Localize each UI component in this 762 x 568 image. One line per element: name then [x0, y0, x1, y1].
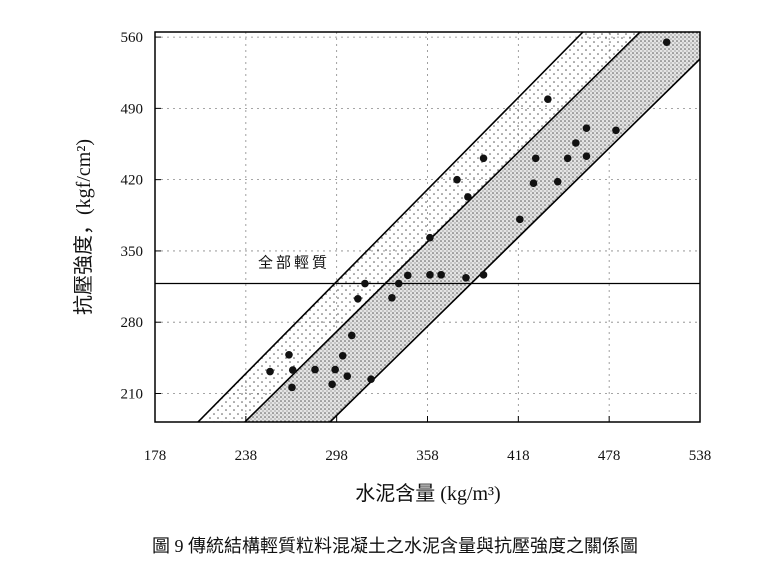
- x-tick-label: 538: [689, 448, 712, 464]
- data-point: [453, 175, 461, 184]
- data-point: [582, 152, 591, 161]
- y-tick-label: 490: [121, 101, 144, 117]
- data-point: [582, 124, 591, 133]
- data-point: [529, 179, 538, 188]
- data-point: [464, 193, 472, 201]
- data-point: [462, 274, 470, 282]
- data-point: [338, 352, 347, 360]
- caption: 圖 9 傳統結構輕質粒料混凝土之水泥含量與抗壓強度之關係圖: [152, 536, 638, 556]
- band-line: [197, 32, 584, 422]
- x-tick-label: 238: [235, 448, 258, 464]
- y-tick-label: 350: [121, 244, 144, 260]
- data-point: [662, 38, 671, 46]
- y-tick-label: 210: [121, 386, 144, 402]
- y-tick-label: 560: [121, 30, 144, 46]
- data-point: [285, 350, 293, 359]
- data-point: [563, 154, 572, 163]
- data-point: [331, 365, 339, 374]
- x-tick-label: 298: [325, 448, 348, 464]
- data-point: [572, 139, 580, 147]
- data-point: [388, 293, 396, 302]
- y-axis-label: 抗壓強度，(kgf/cm²): [72, 139, 95, 315]
- data-point: [612, 126, 620, 135]
- y-tick-label: 280: [121, 315, 144, 331]
- data-point: [328, 380, 336, 389]
- data-point: [426, 271, 434, 279]
- x-tick-label: 178: [144, 448, 167, 464]
- data-point: [437, 271, 445, 279]
- data-point: [266, 367, 274, 376]
- x-axis-label: 水泥含量 (kg/m³): [355, 482, 500, 505]
- data-point: [367, 375, 375, 384]
- data-point: [426, 233, 434, 242]
- data-point: [343, 372, 352, 380]
- x-tick-label: 418: [507, 448, 530, 464]
- plot-area: [155, 32, 700, 422]
- y-tick-label: 420: [121, 173, 144, 189]
- band-upper: [197, 32, 641, 422]
- data-point: [361, 279, 369, 288]
- data-point: [348, 331, 356, 340]
- data-point: [394, 279, 403, 288]
- data-point: [288, 366, 297, 374]
- data-point: [516, 215, 524, 224]
- data-point: [404, 271, 412, 280]
- data-point: [479, 154, 488, 163]
- data-point: [544, 95, 552, 104]
- x-tick-label: 358: [416, 448, 439, 464]
- data-point: [311, 365, 319, 374]
- annotation: 全部輕質: [258, 254, 330, 272]
- band-lower: [244, 32, 700, 422]
- data-point: [288, 383, 296, 392]
- data-point: [479, 271, 488, 279]
- data-point: [354, 294, 362, 303]
- x-tick-label: 478: [598, 448, 621, 464]
- data-point: [531, 154, 540, 163]
- band-line: [329, 58, 700, 422]
- band-line: [244, 32, 641, 422]
- data-point: [553, 177, 562, 186]
